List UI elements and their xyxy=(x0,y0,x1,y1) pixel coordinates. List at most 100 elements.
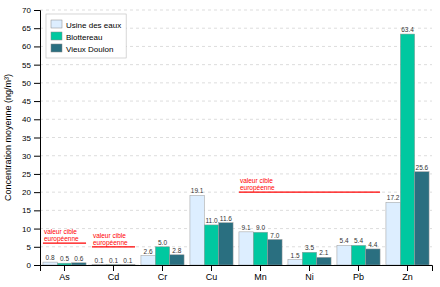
bars xyxy=(43,34,429,265)
bar xyxy=(337,245,351,265)
legend-entry: Blottereau xyxy=(51,32,102,42)
x-tick-mark xyxy=(407,265,408,271)
x-tick: Cr xyxy=(158,265,168,282)
x-tick-label: Mn xyxy=(254,272,267,282)
x-tick-label: Cd xyxy=(108,272,120,282)
y-tick: 50 xyxy=(22,79,40,88)
grid-line xyxy=(40,210,432,211)
y-axis-title: Concentration moyenne (ng/m³) xyxy=(3,74,13,201)
data-label: 0.1 xyxy=(95,257,104,264)
x-tick-mark xyxy=(162,265,163,271)
legend-label: Blottereau xyxy=(66,33,102,42)
data-label: 2.8 xyxy=(172,247,181,254)
y-tick-label: 70 xyxy=(22,6,31,15)
legend-frame xyxy=(46,14,126,58)
y-tick-label: 25 xyxy=(22,170,31,179)
legend-swatch xyxy=(51,32,62,40)
bar xyxy=(351,245,365,265)
annotation-line: européenne xyxy=(240,184,275,192)
reference-line xyxy=(239,192,380,193)
data-label: 7.0 xyxy=(270,232,279,239)
bar xyxy=(92,264,106,265)
data-label: 0.6 xyxy=(74,255,83,262)
x-axis-line xyxy=(41,266,433,272)
y-tick: 60 xyxy=(22,42,40,51)
y-axis-line xyxy=(34,11,41,266)
plot: 0510152025303540455055606570AsCdCrCuMnNi… xyxy=(22,6,432,282)
y-tick: 20 xyxy=(22,188,40,197)
y-tick-mark xyxy=(34,192,40,193)
y-tick: 70 xyxy=(22,6,40,15)
y-axis: 0510152025303540455055606570 xyxy=(22,6,40,270)
x-tick-mark xyxy=(211,265,212,271)
y-tick-mark xyxy=(34,65,40,66)
x-tick-mark xyxy=(309,265,310,271)
bar xyxy=(415,172,429,265)
grid xyxy=(40,10,432,265)
data-label: 0.5 xyxy=(60,255,69,262)
data-label: 5.4 xyxy=(354,237,363,244)
y-tick-label: 60 xyxy=(22,42,31,51)
y-tick-label: 55 xyxy=(22,61,31,70)
grid-line xyxy=(40,82,432,83)
grid-line xyxy=(40,101,432,102)
y-tick-mark xyxy=(34,156,40,157)
data-label: 9.0 xyxy=(256,224,265,231)
y-tick-mark xyxy=(34,101,40,102)
x-tick: Zn xyxy=(402,265,413,282)
reference-line xyxy=(92,246,135,247)
y-tick-mark xyxy=(34,174,40,175)
bar xyxy=(253,232,267,265)
data-label: 0.8 xyxy=(46,254,55,261)
grid-line xyxy=(40,119,432,120)
y-tick-label: 10 xyxy=(22,225,31,234)
bar xyxy=(302,252,316,265)
annotation-line: européenne xyxy=(93,239,128,247)
y-tick-label: 45 xyxy=(22,97,31,106)
x-tick-label: Pb xyxy=(353,272,364,282)
bar xyxy=(317,257,331,265)
bar xyxy=(72,263,86,265)
y-tick-label: 35 xyxy=(22,134,31,143)
legend-entry: Vieux Doulon xyxy=(51,44,113,54)
y-tick: 0 xyxy=(27,261,40,270)
annotation: valeur cibleeuropéenne xyxy=(240,177,275,192)
y-tick: 25 xyxy=(22,170,40,179)
y-tick: 40 xyxy=(22,115,40,124)
data-label: 17.2 xyxy=(387,194,400,201)
y-tick-mark xyxy=(34,247,40,248)
y-tick-mark xyxy=(34,28,40,29)
annotation-line: valeur cible xyxy=(93,232,126,239)
bar-series xyxy=(72,172,429,265)
bar xyxy=(155,247,169,265)
data-label: 4.4 xyxy=(368,241,377,248)
y-tick-mark xyxy=(34,210,40,211)
data-label: 9.1 xyxy=(242,224,251,231)
bar xyxy=(366,249,380,265)
grid-line xyxy=(40,192,432,193)
x-tick-label: Cu xyxy=(206,272,218,282)
bar xyxy=(57,263,71,265)
y-tick-label: 40 xyxy=(22,115,31,124)
x-tick-label: Zn xyxy=(402,272,413,282)
bar-series xyxy=(57,34,414,265)
y-tick-mark xyxy=(34,83,40,84)
legend-label: Usine des eaux xyxy=(66,21,121,30)
annotation-line: valeur cible xyxy=(44,228,77,235)
y-tick: 55 xyxy=(22,61,40,70)
y-tick-label: 20 xyxy=(22,188,31,197)
y-tick-label: 5 xyxy=(27,243,32,252)
y-tick-mark xyxy=(34,119,40,120)
x-tick-mark xyxy=(64,265,65,271)
annotation: valeur cibleeuropéenne xyxy=(44,228,79,243)
y-tick-label: 65 xyxy=(22,24,31,33)
y-tick: 45 xyxy=(22,97,40,106)
bar xyxy=(400,34,414,265)
bar xyxy=(219,223,233,265)
grid-line xyxy=(40,173,432,174)
x-tick-label: Cr xyxy=(158,272,168,282)
data-label: 2.6 xyxy=(144,248,153,255)
grid-line xyxy=(40,155,432,156)
x-tick: Ni xyxy=(305,265,314,282)
bar xyxy=(121,264,135,265)
